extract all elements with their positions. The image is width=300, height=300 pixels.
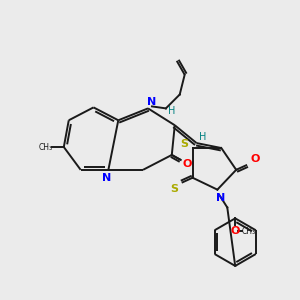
Text: O: O [230, 226, 240, 236]
Text: S: S [170, 184, 178, 194]
Text: N: N [147, 98, 157, 107]
Text: N: N [102, 173, 111, 183]
Text: N: N [216, 193, 225, 202]
Text: CH₃: CH₃ [242, 227, 256, 236]
Text: H: H [168, 106, 176, 116]
Text: CH₃: CH₃ [39, 142, 53, 152]
Text: O: O [250, 154, 260, 164]
Text: S: S [181, 139, 189, 149]
Text: O: O [183, 159, 192, 169]
Text: H: H [199, 132, 206, 142]
